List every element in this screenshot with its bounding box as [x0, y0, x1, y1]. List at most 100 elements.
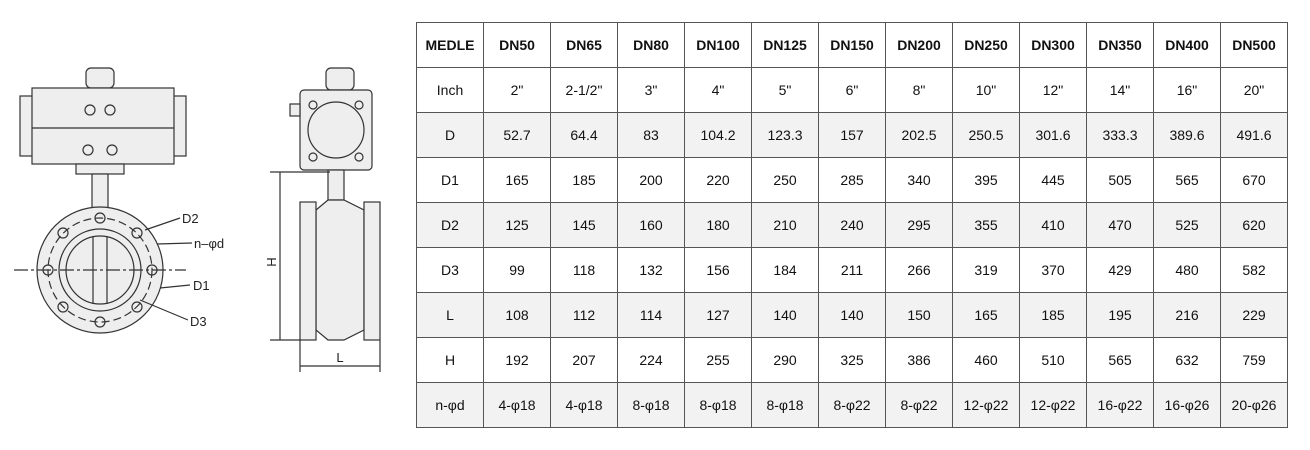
- table-cell: 185: [1019, 292, 1087, 338]
- table-cell: 2-1/2": [550, 67, 618, 113]
- table-cell: 211: [818, 247, 886, 293]
- table-cell: 3": [617, 67, 685, 113]
- table-cell: 510: [1019, 337, 1087, 383]
- dim-label: H: [264, 257, 279, 266]
- table-cell: 480: [1153, 247, 1221, 293]
- neck: [75, 163, 125, 175]
- table-cell: D1: [416, 157, 484, 203]
- table-cell: 759: [1220, 337, 1288, 383]
- table-cell: 14": [1086, 67, 1154, 113]
- table-cell: 565: [1086, 337, 1154, 383]
- table-row: L 108 112 114 127 140 140 150 165 185 195 216 229: [416, 292, 1288, 338]
- leader: [156, 242, 193, 245]
- table-cell: 429: [1086, 247, 1154, 293]
- dim-label: D1: [193, 278, 210, 293]
- port: [84, 104, 96, 116]
- table-cell: DN100: [684, 22, 752, 68]
- flange-side: [299, 201, 317, 341]
- hole: [57, 301, 69, 313]
- table-cell: 266: [885, 247, 953, 293]
- table-cell: 12": [1019, 67, 1087, 113]
- table-cell: 370: [1019, 247, 1087, 293]
- table-cell: 202.5: [885, 112, 953, 158]
- table-cell: 185: [550, 157, 618, 203]
- table-cell: 250.5: [952, 112, 1020, 158]
- table-cell: 145: [550, 202, 618, 248]
- table-cell: 140: [751, 292, 819, 338]
- table-cell: 99: [483, 247, 551, 293]
- body: [315, 199, 365, 341]
- leader: [139, 299, 189, 321]
- stem: [327, 169, 345, 201]
- table-cell: 180: [684, 202, 752, 248]
- table-cell: 114: [617, 292, 685, 338]
- flange-side: [363, 201, 381, 341]
- table-cell: 4": [684, 67, 752, 113]
- table-cell: 319: [952, 247, 1020, 293]
- table-cell: L: [416, 292, 484, 338]
- hole: [131, 227, 143, 239]
- table-cell: DN50: [483, 22, 551, 68]
- table-cell: 8": [885, 67, 953, 113]
- table-cell: 355: [952, 202, 1020, 248]
- table-cell: 582: [1220, 247, 1288, 293]
- table-cell: 290: [751, 337, 819, 383]
- table-cell: DN500: [1220, 22, 1288, 68]
- table-cell: 8-φ18: [684, 382, 752, 428]
- table-cell: 216: [1153, 292, 1221, 338]
- table-cell: 165: [483, 157, 551, 203]
- table-cell: 632: [1153, 337, 1221, 383]
- table-cell: 165: [952, 292, 1020, 338]
- table-cell: 207: [550, 337, 618, 383]
- table-row: D 52.7 64.4 83 104.2 123.3 157 202.5 250.5 301.6 3…: [416, 112, 1288, 158]
- table-cell: 10": [952, 67, 1020, 113]
- table-cell: 108: [483, 292, 551, 338]
- table-cell: 83: [617, 112, 685, 158]
- port: [82, 144, 94, 156]
- table-cell: DN250: [952, 22, 1020, 68]
- table-cell: 20-φ26: [1220, 382, 1288, 428]
- screw: [308, 152, 318, 162]
- table-cell: 4-φ18: [550, 382, 618, 428]
- table-cell: 132: [617, 247, 685, 293]
- table-cell: 118: [550, 247, 618, 293]
- table-cell: DN150: [818, 22, 886, 68]
- table-cell: 5": [751, 67, 819, 113]
- table-cell: 52.7: [483, 112, 551, 158]
- table-cell: 4-φ18: [483, 382, 551, 428]
- table-cell: 565: [1153, 157, 1221, 203]
- table-cell: 157: [818, 112, 886, 158]
- table-cell: 195: [1086, 292, 1154, 338]
- table-cell: 460: [952, 337, 1020, 383]
- table-cell: 16": [1153, 67, 1221, 113]
- table-cell: 104.2: [684, 112, 752, 158]
- hole: [94, 316, 106, 328]
- table-cell: DN300: [1019, 22, 1087, 68]
- table-cell: 125: [483, 202, 551, 248]
- table-row: Inch 2" 2-1/2" 3" 4" 5" 6" 8" 10" 12" 14" 16" 20": [416, 67, 1288, 113]
- table-cell: 224: [617, 337, 685, 383]
- table-cell: 395: [952, 157, 1020, 203]
- table-cell: 127: [684, 292, 752, 338]
- table-cell: 389.6: [1153, 112, 1221, 158]
- table-cell: 12-φ22: [1019, 382, 1087, 428]
- hole: [131, 301, 143, 313]
- table-cell: 333.3: [1086, 112, 1154, 158]
- table-cell: D2: [416, 202, 484, 248]
- table-cell: 8-φ22: [818, 382, 886, 428]
- table-cell: 410: [1019, 202, 1087, 248]
- table-cell: 670: [1220, 157, 1288, 203]
- dim-label: D3: [190, 314, 207, 329]
- dim-label: D2: [182, 211, 199, 226]
- table-cell: 210: [751, 202, 819, 248]
- table-cell: 229: [1220, 292, 1288, 338]
- port: [106, 144, 118, 156]
- screw: [354, 152, 364, 162]
- table-cell: 301.6: [1019, 112, 1087, 158]
- hole: [57, 227, 69, 239]
- table-cell: n-φd: [416, 382, 484, 428]
- table-row: H 192 207 224 255 290 325 386 460 510 565 632 759: [416, 337, 1288, 383]
- table-cell: 123.3: [751, 112, 819, 158]
- fitting: [289, 103, 301, 117]
